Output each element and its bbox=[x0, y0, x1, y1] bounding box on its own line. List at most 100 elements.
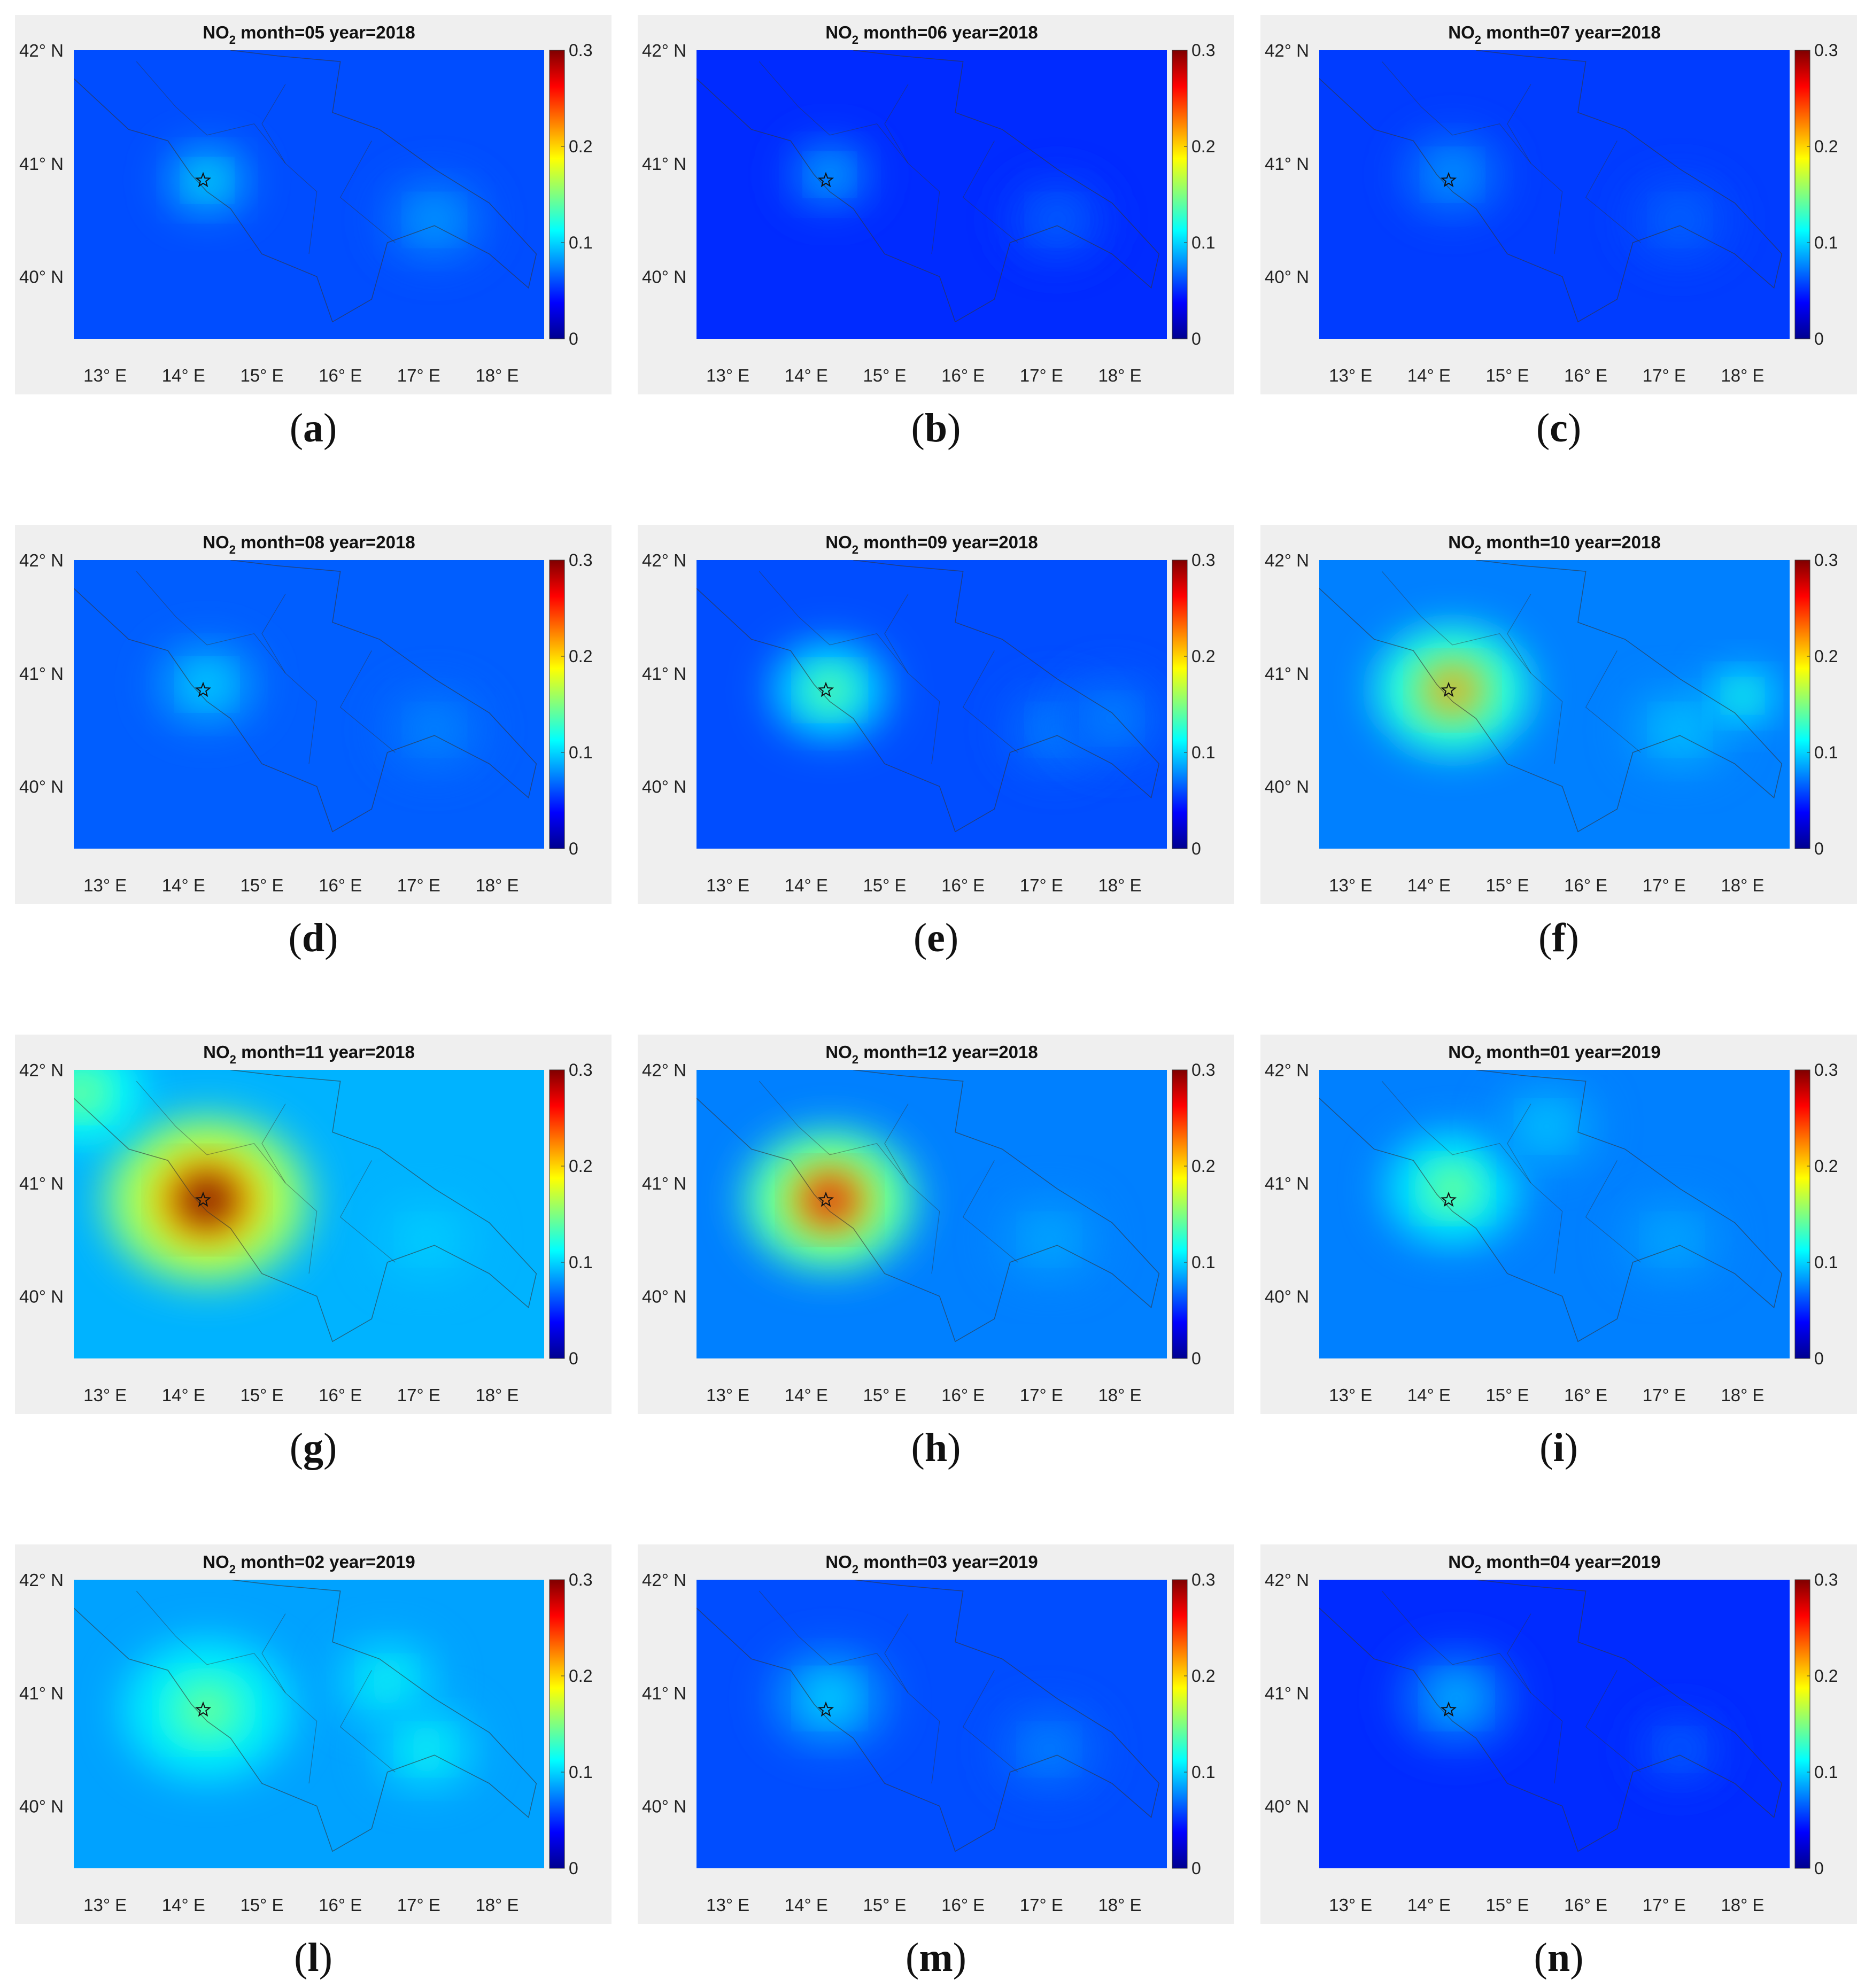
x-tick-label: 14° E bbox=[785, 1385, 828, 1405]
y-tick-label: 42° N bbox=[1265, 41, 1309, 60]
y-tick-label: 41° N bbox=[1265, 154, 1309, 174]
x-tick-label: 16° E bbox=[941, 1385, 985, 1405]
hotspot-brindisi bbox=[1708, 667, 1777, 724]
x-tick-label: 14° E bbox=[1407, 366, 1451, 385]
chart-title: NO2 month=08 year=2018 bbox=[203, 532, 415, 556]
hotspot-naples bbox=[1383, 1132, 1522, 1245]
x-tick-label: 18° E bbox=[1098, 1895, 1141, 1915]
map-area bbox=[74, 1580, 544, 1868]
hotspot-taranto bbox=[1637, 1714, 1723, 1785]
y-tick-label: 41° N bbox=[642, 1174, 686, 1193]
region-border bbox=[1507, 1104, 1531, 1184]
region-border bbox=[884, 594, 909, 674]
colorbar-tick-label: 0.1 bbox=[1814, 1762, 1838, 1782]
region-border bbox=[136, 571, 318, 764]
hotspot-taranto bbox=[375, 1707, 478, 1792]
colorbar-tick-label: 0.3 bbox=[569, 1060, 592, 1080]
hotspot-bari bbox=[335, 1639, 439, 1724]
colorbar-tick-label: 0.2 bbox=[1191, 1156, 1215, 1176]
x-tick-label: 14° E bbox=[785, 1895, 828, 1915]
colorbar bbox=[1794, 1579, 1810, 1869]
hotspot-taranto bbox=[1628, 687, 1732, 772]
hotspot-core bbox=[810, 1682, 849, 1715]
hotspot-core bbox=[1033, 1225, 1066, 1254]
hotspot-core bbox=[1437, 1682, 1476, 1715]
colorbar-tick-label: 0.1 bbox=[1191, 1762, 1215, 1782]
region-border bbox=[136, 61, 318, 254]
x-tick-label: 18° E bbox=[1721, 1895, 1764, 1915]
chart-title: NO2 month=02 year=2019 bbox=[203, 1552, 415, 1576]
panel-letter: (d) bbox=[288, 915, 338, 960]
y-tick-label: 41° N bbox=[19, 664, 64, 684]
x-tick-label: 14° E bbox=[162, 1895, 205, 1915]
panel-h: NO2 month=12 year=2018 42° N 41° N 40° N 13°… bbox=[638, 1035, 1234, 1478]
y-tick-label: 41° N bbox=[19, 154, 64, 174]
y-tick-label: 41° N bbox=[1265, 1683, 1309, 1703]
hotspot-core bbox=[1666, 1737, 1694, 1761]
x-tick-label: 13° E bbox=[1329, 1895, 1372, 1915]
y-tick-label: 42° N bbox=[642, 1060, 686, 1080]
x-tick-label: 16° E bbox=[1564, 1895, 1607, 1915]
region-border bbox=[1381, 1590, 1563, 1784]
colorbar-tick-label: 0.3 bbox=[1814, 1060, 1838, 1080]
heatmap-figure: NO2 month=06 year=2018 42° N 41° N 40° N 13°… bbox=[642, 22, 1215, 385]
colorbar-tick-label: 0.3 bbox=[1191, 550, 1215, 570]
colorbar-tick-label: 0.2 bbox=[569, 647, 592, 666]
region-border bbox=[884, 84, 909, 164]
colorbar-tick-label: 0.2 bbox=[569, 137, 592, 156]
star-marker bbox=[195, 1701, 212, 1717]
hotspot-taranto bbox=[382, 177, 486, 262]
panel-letter: (a) bbox=[289, 406, 337, 451]
map-area bbox=[1319, 1580, 1790, 1868]
colorbar-tick-label: 0.2 bbox=[569, 1666, 592, 1686]
y-tick-label: 42° N bbox=[19, 41, 64, 60]
colorbar bbox=[549, 560, 565, 849]
x-tick-label: 17° E bbox=[1020, 1895, 1063, 1915]
x-tick-label: 13° E bbox=[83, 366, 127, 385]
x-tick-label: 15° E bbox=[240, 1385, 283, 1405]
x-tick-label: 16° E bbox=[319, 366, 362, 385]
x-tick-label: 13° E bbox=[83, 1895, 127, 1915]
x-tick-label: 18° E bbox=[475, 1385, 519, 1405]
hotspot-naples bbox=[769, 1649, 891, 1748]
x-tick-label: 14° E bbox=[162, 875, 205, 895]
hotspot-taranto bbox=[375, 1197, 478, 1282]
coastline bbox=[697, 560, 1160, 833]
colorbar bbox=[1172, 1579, 1188, 1869]
chart-title: NO2 month=03 year=2019 bbox=[825, 1552, 1038, 1576]
hotspot-core bbox=[74, 1076, 101, 1109]
x-tick-label: 15° E bbox=[240, 1895, 283, 1915]
heatmap-figure: NO2 month=11 year=2018 42° N 41° N 40° N 13°… bbox=[19, 1042, 592, 1405]
x-tick-label: 17° E bbox=[397, 1895, 440, 1915]
hotspot-taranto bbox=[997, 1707, 1101, 1792]
y-tick-label: 42° N bbox=[642, 1570, 686, 1590]
hotspot-taranto bbox=[1628, 177, 1732, 262]
hotspot-core bbox=[816, 162, 843, 187]
coastline bbox=[697, 50, 1160, 323]
star-marker bbox=[195, 681, 212, 697]
region-border bbox=[261, 594, 286, 674]
region-border bbox=[1507, 84, 1531, 164]
y-tick-label: 40° N bbox=[642, 1797, 686, 1816]
region-border bbox=[339, 1160, 396, 1263]
region-border bbox=[261, 84, 286, 164]
y-tick-label: 41° N bbox=[19, 1174, 64, 1193]
heatmap-figure: NO2 month=10 year=2018 42° N 41° N 40° N 13°… bbox=[1265, 532, 1838, 895]
y-tick-label: 42° N bbox=[1265, 550, 1309, 570]
x-tick-label: 16° E bbox=[1564, 875, 1607, 895]
star-marker bbox=[195, 1191, 212, 1207]
y-tick-label: 42° N bbox=[19, 550, 64, 570]
region-border bbox=[962, 1160, 1018, 1263]
heatmap-figure: NO2 month=12 year=2018 42° N 41° N 40° N 13°… bbox=[642, 1042, 1215, 1405]
x-tick-label: 14° E bbox=[162, 366, 205, 385]
x-tick-label: 16° E bbox=[319, 875, 362, 895]
y-tick-label: 41° N bbox=[19, 1683, 64, 1703]
coastline bbox=[74, 1070, 537, 1342]
hotspot-core bbox=[1663, 206, 1697, 235]
map-area bbox=[1319, 50, 1790, 339]
x-tick-label: 17° E bbox=[397, 366, 440, 385]
hotspot-core bbox=[1033, 1735, 1066, 1764]
y-tick-label: 40° N bbox=[19, 1287, 64, 1307]
coastline bbox=[74, 1580, 537, 1852]
map-area bbox=[697, 1070, 1167, 1358]
